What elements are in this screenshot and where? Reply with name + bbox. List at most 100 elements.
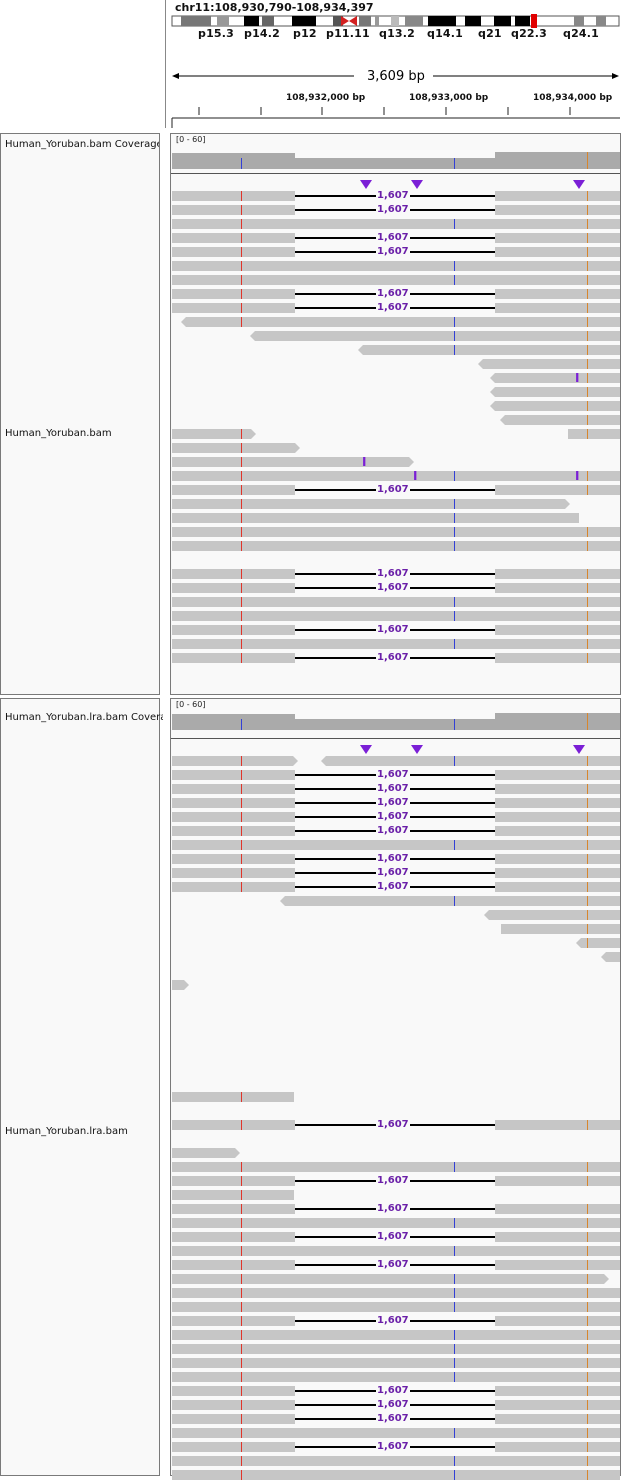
read[interactable]	[172, 1232, 295, 1242]
read[interactable]	[172, 625, 295, 635]
read[interactable]	[172, 1176, 295, 1186]
read[interactable]	[172, 1442, 295, 1452]
position-ruler[interactable]	[171, 104, 621, 128]
read[interactable]	[495, 1386, 620, 1396]
read[interactable]	[495, 625, 620, 635]
read[interactable]	[495, 1120, 620, 1130]
read[interactable]	[495, 303, 620, 313]
read[interactable]	[172, 1148, 235, 1158]
read[interactable]	[172, 1414, 295, 1424]
read[interactable]	[172, 1400, 295, 1410]
read[interactable]	[495, 1400, 620, 1410]
read[interactable]	[495, 1204, 620, 1214]
read[interactable]	[172, 191, 295, 201]
read[interactable]	[172, 1372, 620, 1382]
read[interactable]	[495, 485, 620, 495]
locus-label[interactable]: chr11:108,930,790-108,934,397	[175, 1, 374, 14]
coverage-track-name[interactable]: Human_Yoruban.bam Coverage	[5, 139, 159, 150]
read[interactable]	[172, 1302, 620, 1312]
read[interactable]	[172, 826, 295, 836]
read[interactable]	[495, 1442, 620, 1452]
read[interactable]	[172, 499, 565, 509]
read[interactable]	[495, 583, 620, 593]
read[interactable]	[483, 359, 620, 369]
read[interactable]	[495, 1260, 620, 1270]
read[interactable]	[172, 1316, 295, 1326]
read[interactable]	[172, 597, 620, 607]
read[interactable]	[172, 289, 295, 299]
read[interactable]	[495, 653, 620, 663]
read[interactable]	[172, 583, 295, 593]
read[interactable]	[495, 868, 620, 878]
read[interactable]	[495, 387, 620, 397]
read[interactable]	[581, 938, 620, 948]
read[interactable]	[172, 541, 620, 551]
read[interactable]	[495, 247, 620, 257]
read[interactable]	[495, 882, 620, 892]
alignment-track-name[interactable]: Human_Yoruban.bam	[5, 428, 112, 439]
read[interactable]	[172, 1204, 295, 1214]
read[interactable]	[505, 415, 620, 425]
read[interactable]	[495, 233, 620, 243]
read[interactable]	[495, 401, 620, 411]
read[interactable]	[172, 882, 295, 892]
read[interactable]	[172, 471, 620, 481]
read[interactable]	[172, 1092, 294, 1102]
read[interactable]	[172, 798, 295, 808]
read[interactable]	[495, 1414, 620, 1424]
read[interactable]	[172, 205, 295, 215]
read[interactable]	[172, 1428, 620, 1438]
read[interactable]	[489, 910, 620, 920]
read[interactable]	[172, 429, 251, 439]
read[interactable]	[172, 1386, 295, 1396]
read[interactable]	[172, 485, 295, 495]
read[interactable]	[495, 289, 620, 299]
read[interactable]	[495, 784, 620, 794]
read[interactable]	[172, 756, 293, 766]
read[interactable]	[172, 1120, 295, 1130]
read[interactable]	[172, 261, 620, 271]
read[interactable]	[495, 798, 620, 808]
read[interactable]	[172, 784, 295, 794]
read[interactable]	[172, 1218, 620, 1228]
read[interactable]	[255, 331, 620, 341]
read[interactable]	[172, 233, 295, 243]
read[interactable]	[172, 1330, 620, 1340]
read[interactable]	[363, 345, 620, 355]
read[interactable]	[172, 854, 295, 864]
read[interactable]	[172, 653, 295, 663]
read[interactable]	[495, 191, 620, 201]
read[interactable]	[172, 611, 620, 621]
read[interactable]	[172, 868, 295, 878]
read[interactable]	[606, 952, 620, 962]
read[interactable]	[172, 457, 409, 467]
read[interactable]	[495, 205, 620, 215]
read[interactable]	[568, 429, 620, 439]
read[interactable]	[172, 770, 295, 780]
read[interactable]	[186, 317, 620, 327]
read[interactable]	[172, 569, 295, 579]
read[interactable]	[495, 373, 620, 383]
read[interactable]	[172, 247, 295, 257]
read[interactable]	[285, 896, 620, 906]
read[interactable]	[172, 1456, 620, 1466]
read[interactable]	[172, 1246, 620, 1256]
read[interactable]	[495, 854, 620, 864]
read[interactable]	[172, 219, 620, 229]
read[interactable]	[172, 443, 295, 453]
read[interactable]	[495, 1316, 620, 1326]
read[interactable]	[172, 639, 620, 649]
read[interactable]	[495, 569, 620, 579]
read[interactable]	[172, 840, 620, 850]
read[interactable]	[172, 1358, 620, 1368]
read[interactable]	[172, 812, 295, 822]
read[interactable]	[495, 1176, 620, 1186]
chromosome-ideogram[interactable]	[171, 14, 621, 28]
read[interactable]	[172, 1274, 604, 1284]
read[interactable]	[172, 1260, 295, 1270]
read[interactable]	[172, 513, 579, 523]
read[interactable]	[501, 924, 620, 934]
read[interactable]	[326, 756, 620, 766]
read[interactable]	[172, 527, 620, 537]
read[interactable]	[495, 1232, 620, 1242]
